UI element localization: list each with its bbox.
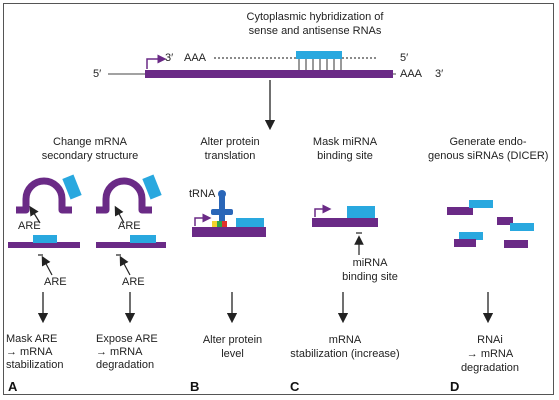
sense-5-prime: 5′	[93, 68, 102, 80]
antisense-block-a2	[142, 174, 162, 200]
header-panel-a: Change mRNA secondary structure	[41, 136, 139, 162]
top-hybridization	[108, 51, 396, 131]
outcome-a-left: Mask ARE → mRNA stabilization	[6, 333, 64, 371]
rna-bar-c	[312, 218, 378, 227]
sense-3-prime: 3′	[435, 68, 444, 80]
outcome-c: mRNA stabilization (increase)	[290, 334, 400, 360]
antisense-block-c	[347, 206, 375, 218]
trna-head	[218, 190, 226, 198]
rna-bar-b	[192, 227, 266, 237]
header-panel-b: Alter protein translation	[200, 136, 260, 162]
antisense-block-b	[236, 218, 264, 227]
sirna-duplex-2-antisense	[510, 223, 534, 231]
antisense-polya: AAA	[184, 52, 207, 64]
sense-rna-bar	[145, 70, 393, 78]
codon-red	[222, 221, 227, 227]
sirna-duplex-4-sense	[504, 240, 528, 248]
mirna-binding-site-label: miRNA binding site	[342, 257, 398, 283]
antisense-block-a1	[62, 174, 82, 200]
rna-linear-a2	[96, 242, 166, 248]
trna-arm	[211, 209, 233, 215]
outcome-b: Alter protein level	[202, 334, 263, 360]
panel-letter-b: B	[190, 379, 200, 394]
trna-stem	[219, 196, 225, 221]
promoter-arrow-b	[194, 213, 212, 226]
hybridization-ticks	[298, 59, 342, 70]
are-label-a2b: ARE	[122, 276, 145, 288]
panel-letter-d: D	[450, 379, 460, 394]
trna-label: tRNA	[189, 188, 216, 200]
rna-hairpin-a2	[96, 177, 152, 214]
outcome-d: RNAi → mRNA degradation	[460, 334, 520, 374]
antisense-block-a1b	[33, 235, 57, 243]
antisense-rna-bar	[296, 51, 342, 59]
promoter-arrow-top	[146, 54, 167, 69]
are-pointer-a2	[114, 205, 125, 224]
top-title: Cytoplasmic hybridization of sense and a…	[246, 11, 384, 37]
sirna-duplex-1-antisense	[469, 200, 493, 208]
rna-hairpin-a1	[16, 177, 72, 214]
are-label-a1b: ARE	[44, 276, 67, 288]
are-label-a2: ARE	[118, 220, 141, 232]
are-label-a1: ARE	[18, 220, 41, 232]
antisense-3-prime: 3′	[165, 52, 174, 64]
antisense-block-a2b	[130, 235, 156, 243]
sense-polya: AAA	[400, 68, 423, 80]
panel-letter-a: A	[8, 379, 18, 394]
panel-a-right-graphic	[96, 174, 166, 324]
sirna-duplex-2-sense	[497, 217, 513, 225]
panel-d-graphic	[447, 200, 534, 324]
are-pointer-a1	[29, 205, 41, 224]
sirna-duplex-1-sense	[447, 207, 473, 215]
panel-letter-c: C	[290, 379, 300, 394]
codon-green	[217, 221, 222, 227]
panel-b-graphic	[192, 190, 266, 324]
sirna-duplex-3-antisense	[459, 232, 483, 240]
header-panel-c: Mask miRNA binding site	[312, 136, 378, 162]
codon-yellow	[212, 221, 217, 227]
are-pointer-a2b	[119, 255, 131, 276]
figure-frame	[3, 3, 554, 395]
promoter-arrow-c	[314, 204, 332, 217]
rna-linear-a1	[8, 242, 80, 248]
header-panel-d: Generate endo- genous siRNAs (DICER)	[428, 136, 549, 162]
antisense-5-prime: 5′	[400, 52, 409, 64]
sirna-duplex-3-sense	[454, 239, 476, 247]
are-pointer-a1b	[41, 255, 53, 276]
panel-a-left-graphic	[8, 174, 82, 324]
panel-c-graphic	[312, 204, 378, 324]
outcome-a-right: Expose ARE → mRNA degradation	[96, 333, 158, 371]
